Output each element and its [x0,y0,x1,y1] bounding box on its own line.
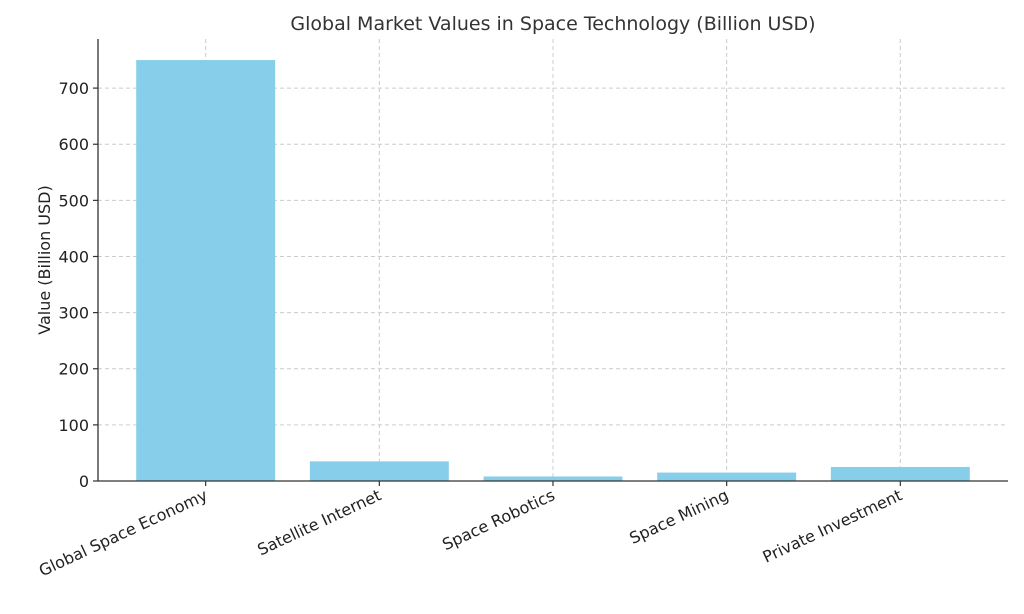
y-tick-label: 300 [58,304,89,323]
x-tick-label: Global Space Economy [36,485,210,580]
bar [309,461,449,481]
bar [657,472,797,481]
x-tick-label: Satellite Internet [254,485,384,559]
bars [136,60,970,482]
x-tick-label: Private Investment [760,485,905,566]
bar [830,466,970,481]
y-tick-label: 700 [58,79,89,98]
y-ticks: 0 100 200 300 400 500 600 700 [58,79,98,491]
y-tick-label: 600 [58,135,89,154]
y-tick-label: 400 [58,247,89,266]
bar [136,60,276,482]
bar [483,476,623,481]
y-axis-label: Value (Billion USD) [35,185,54,334]
y-tick-label: 0 [79,472,89,491]
x-ticks: Global Space Economy Satellite Internet Sp… [36,481,905,580]
x-tick-label: Space Mining [626,485,731,547]
chart-title: Global Market Values in Space Technology… [290,13,815,35]
y-tick-label: 200 [58,360,89,379]
y-tick-label: 100 [58,416,89,435]
y-tick-label: 500 [58,191,89,210]
x-tick-label: Space Robotics [439,485,557,554]
